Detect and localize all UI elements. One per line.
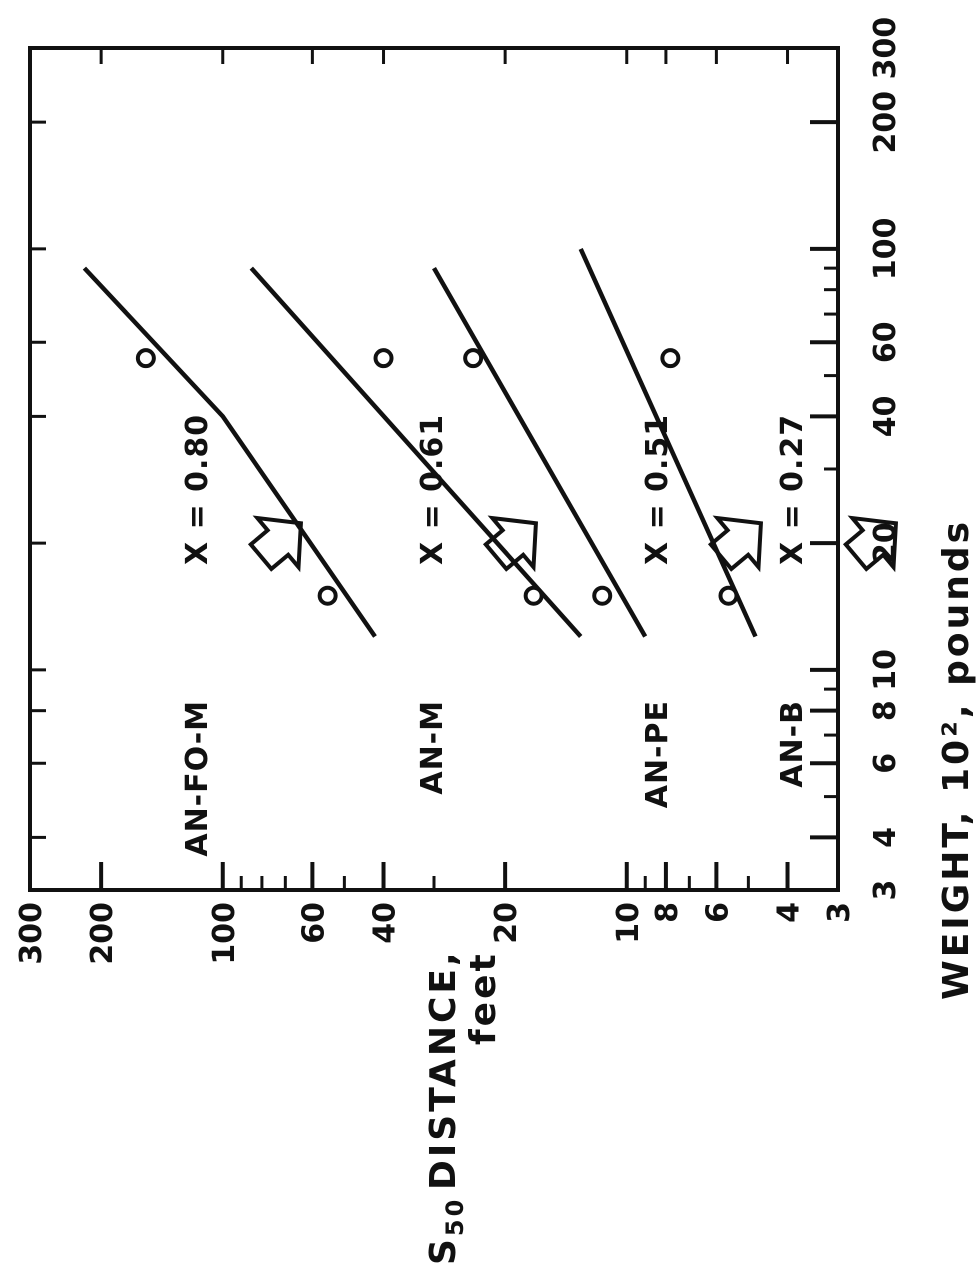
- data-point: [135, 348, 156, 369]
- series-name-label: AN-PE: [640, 700, 675, 808]
- series-name-label: AN-M: [415, 700, 450, 795]
- data-point: [463, 348, 484, 369]
- x-tick-label: 300: [868, 17, 903, 80]
- x-tick-label: 60: [868, 321, 903, 363]
- series-name-label: AN-B: [775, 700, 810, 788]
- data-point: [317, 585, 338, 606]
- y-tick-label: 40: [368, 902, 403, 944]
- series-annotation: X = 0.61: [415, 414, 450, 565]
- y-tick-label: 10: [611, 902, 646, 944]
- y-axis-title: S50 DISTANCE, feet: [423, 949, 504, 1265]
- y-axis-title-line2: feet: [463, 951, 504, 1045]
- series-line-4: [578, 247, 758, 638]
- x-tick-label: 8: [868, 700, 903, 721]
- plot-area: 3468102040601002003003468102040601002003…: [14, 17, 903, 965]
- series-name-label: AN-FO-M: [180, 700, 215, 857]
- x-axis-title: WEIGHT, 10², pounds: [936, 519, 977, 1000]
- data-point: [660, 348, 681, 369]
- y-tick-label: 100: [207, 902, 242, 965]
- y-tick-label: 3: [822, 902, 857, 923]
- series-annotation: X = 0.27: [775, 414, 810, 565]
- data-point: [718, 585, 739, 606]
- x-tick-label: 200: [868, 91, 903, 154]
- data-point: [373, 348, 394, 369]
- x-tick-label: 4: [868, 827, 903, 848]
- data-point: [523, 585, 544, 606]
- y-axis-title-subscript: 50: [441, 1197, 469, 1236]
- pointer-arrow-icon: [482, 515, 539, 573]
- y-tick-label: 200: [85, 902, 120, 965]
- y-axis-title-symbol: S50: [423, 1197, 469, 1265]
- x-tick-label: 10: [868, 649, 903, 691]
- y-tick-label: 4: [772, 902, 807, 923]
- x-tick-label: 6: [868, 753, 903, 774]
- y-tick-label: 6: [700, 902, 735, 923]
- data-point: [592, 585, 613, 606]
- x-tick-label: 100: [868, 218, 903, 281]
- y-tick-label: 20: [489, 902, 524, 944]
- x-tick-label: 40: [868, 396, 903, 438]
- pointer-arrow-icon: [247, 515, 304, 573]
- y-tick-label: 60: [296, 902, 331, 944]
- y-tick-label: 8: [650, 902, 685, 923]
- series-annotation: X = 0.80: [180, 414, 215, 565]
- series-line-1: [82, 266, 377, 638]
- pointer-arrow-icon: [842, 515, 899, 573]
- series-annotation: X = 0.51: [640, 414, 675, 565]
- pointer-arrow-icon: [707, 515, 764, 573]
- y-tick-label: 300: [14, 902, 49, 965]
- series-line-2: [249, 266, 583, 638]
- series-line-3: [432, 266, 648, 638]
- x-tick-label: 3: [868, 880, 903, 901]
- y-axis-title-line1: DISTANCE,: [423, 949, 464, 1190]
- y-axis-title-s: S: [423, 1236, 464, 1265]
